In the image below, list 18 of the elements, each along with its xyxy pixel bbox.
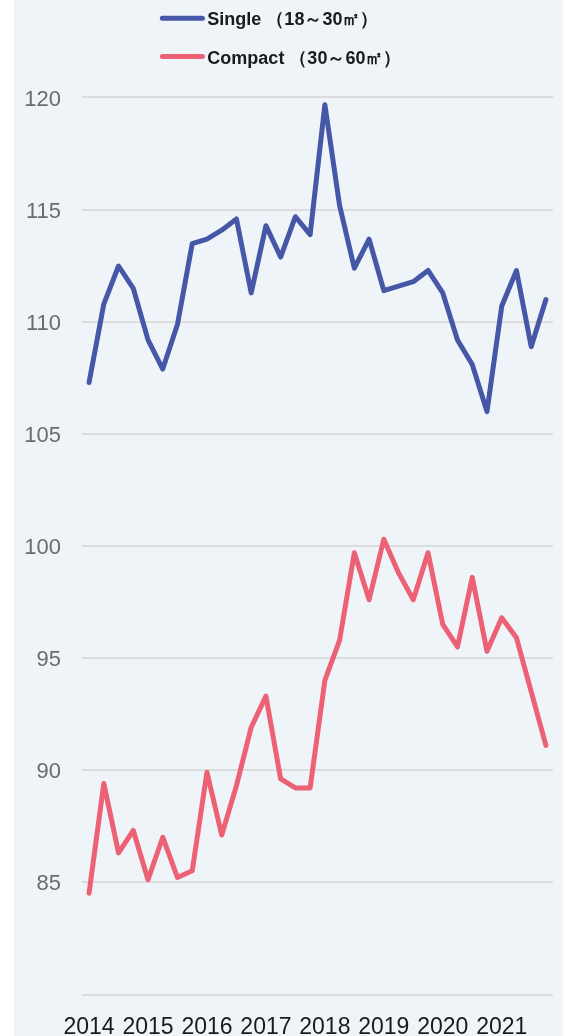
y-tick-label: 110 [25, 309, 61, 335]
x-tick-label: 2015 [122, 1012, 174, 1036]
x-tick-label: 2018 [299, 1012, 351, 1036]
y-tick-label: 100 [24, 533, 61, 559]
x-tick-label: 2014 [63, 1012, 115, 1036]
y-tick-label: 105 [24, 421, 61, 447]
x-tick-label: 2016 [181, 1012, 233, 1036]
x-tick-label: 2021 [476, 1012, 528, 1036]
x-tick-label: 2020 [417, 1012, 469, 1036]
y-tick-label: 85 [36, 869, 61, 895]
x-tick-label: 2019 [358, 1012, 410, 1036]
x-tick-label: 2017 [240, 1012, 292, 1036]
y-tick-label: 120 [24, 85, 61, 111]
y-tick-label: 115 [25, 197, 61, 223]
y-tick-label: 95 [36, 645, 61, 671]
y-tick-label: 90 [36, 757, 61, 783]
legend-label: Compact （30～60㎡） [207, 47, 402, 68]
legend-label: Single （18～30㎡） [207, 9, 379, 30]
